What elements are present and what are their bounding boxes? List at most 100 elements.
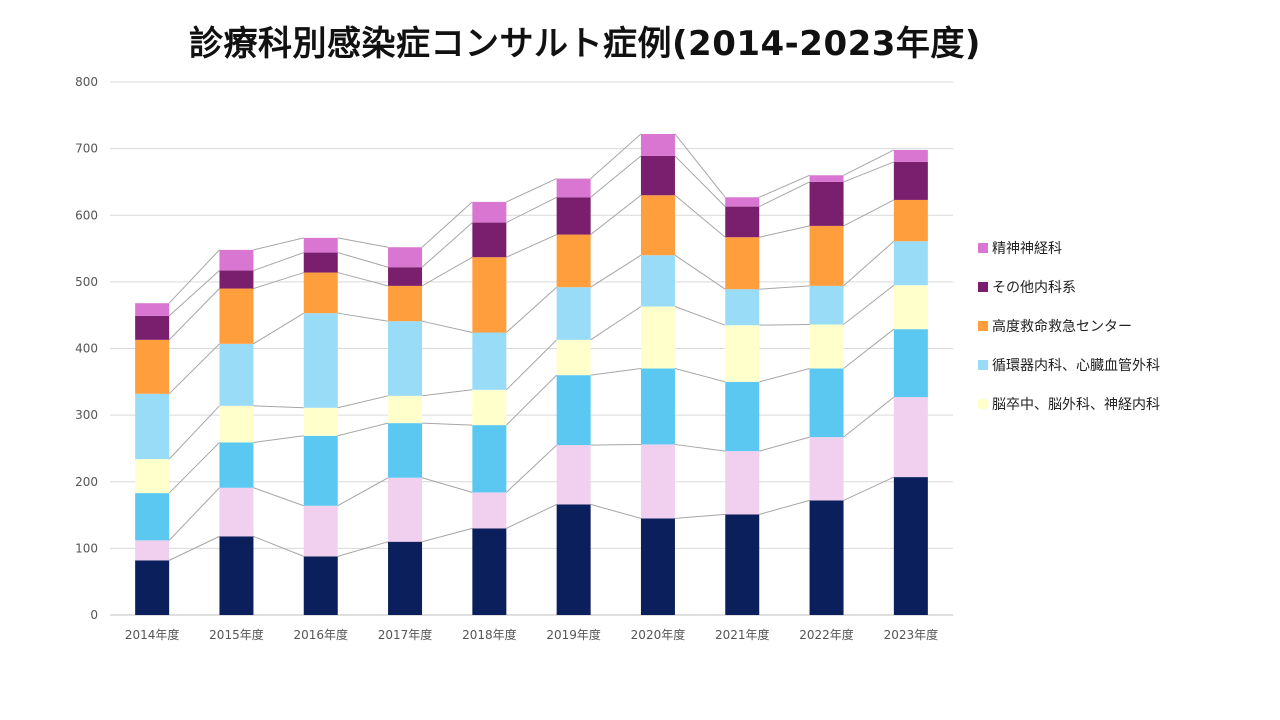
series-connector-line <box>674 513 726 519</box>
series-connector-line <box>168 487 220 541</box>
legend-swatch <box>978 243 988 253</box>
bar-segment <box>725 206 760 238</box>
y-tick-label: 400 <box>75 342 98 356</box>
series-connector-line <box>168 288 220 341</box>
series-connector-line <box>253 435 304 443</box>
x-tick-label: 2023年度 <box>884 627 939 642</box>
series-connector-line <box>590 194 642 235</box>
bar-segment <box>219 442 254 488</box>
y-tick-label: 700 <box>75 142 98 156</box>
bar-segment <box>135 303 170 316</box>
bar-segment <box>893 241 928 286</box>
legend-label: 循環器内科、心臓血管外科 <box>992 358 1160 374</box>
series-connector-line <box>337 272 389 287</box>
chart-title: 診療科別感染症コンサルト症例(2014-2023年度) <box>189 24 981 64</box>
x-tick-label: 2018年度 <box>462 627 517 642</box>
x-tick-label: 2016年度 <box>293 627 348 642</box>
bar-segment <box>472 492 507 529</box>
bar-segment <box>556 445 591 505</box>
bar-segment <box>725 237 760 290</box>
series-connector-line <box>590 254 642 288</box>
series-connector-line <box>253 312 305 345</box>
x-tick-label: 2014年度 <box>125 627 180 642</box>
bar-segment <box>303 237 338 253</box>
series-connector-line <box>337 477 389 507</box>
bar-segment <box>472 222 507 258</box>
y-axis: 0 100 200 300 400 500 600 700 800 <box>75 75 98 622</box>
bar-segment <box>809 500 844 615</box>
bar-segment <box>135 459 170 494</box>
series-connector-line <box>337 312 389 322</box>
legend-label: 脳卒中、脳外科、神経内科 <box>992 397 1160 413</box>
series-connector-line <box>590 443 641 446</box>
bar-segment <box>388 423 423 478</box>
bar-segment <box>725 451 760 515</box>
legend-swatch <box>978 360 988 370</box>
bar-segment <box>388 395 423 424</box>
series-connector-line <box>168 249 220 304</box>
series-connector-line <box>759 324 810 326</box>
series-connector-line <box>505 374 558 426</box>
series-connector-line <box>759 225 810 238</box>
series-connector-line <box>337 541 389 557</box>
series-connector-line <box>421 256 473 287</box>
series-connector-line <box>506 234 557 258</box>
x-tick-label: 2017年度 <box>378 627 433 642</box>
bar-segment <box>303 272 338 314</box>
bar-segment <box>556 339 591 376</box>
bar-segment <box>472 528 507 615</box>
bar-segment <box>556 375 591 446</box>
bar-segment <box>893 397 928 478</box>
series-connector-line <box>674 306 726 326</box>
bar-segment <box>809 368 844 438</box>
bar-segment <box>135 560 170 615</box>
x-tick-label: 2015年度 <box>209 627 264 642</box>
series-connector-line <box>253 237 304 251</box>
y-tick-label: 600 <box>75 208 98 222</box>
bar-segment <box>725 197 760 207</box>
series-connector-line <box>759 368 810 383</box>
series-connector-line <box>337 252 389 268</box>
bar-segment <box>893 285 928 330</box>
bar-segment <box>809 437 844 501</box>
series-connector-line <box>674 133 726 198</box>
series-connector-line <box>843 328 895 369</box>
series-connector-line <box>759 436 810 452</box>
series-connector-line <box>506 444 557 493</box>
legend-swatch <box>978 321 988 331</box>
bars <box>135 133 928 615</box>
series-connector-line <box>337 237 389 248</box>
bar-segment <box>219 487 254 537</box>
bar-segment <box>219 288 254 344</box>
series-connector-line <box>168 405 220 460</box>
series-connector-line <box>253 535 304 557</box>
bar-segment <box>303 505 338 557</box>
y-tick-label: 200 <box>75 475 98 489</box>
bar-segment <box>893 199 928 242</box>
bar-segment <box>135 493 170 541</box>
bar-segment <box>303 435 338 506</box>
series-connector-line <box>506 286 557 333</box>
bar-segment <box>893 161 928 200</box>
bar-segment <box>472 257 507 333</box>
series-connector-line <box>590 367 642 376</box>
y-tick-label: 100 <box>75 541 98 555</box>
bar-segment <box>893 477 928 615</box>
series-connector-line <box>168 535 220 561</box>
bar-segment <box>556 234 591 288</box>
bar-segment <box>303 407 338 436</box>
bar-segment <box>556 287 591 340</box>
bar-segment <box>135 339 170 394</box>
bar-segment <box>472 201 507 223</box>
bar-segment <box>640 255 675 307</box>
x-tick-label: 2020年度 <box>631 627 686 642</box>
legend: 精神神経科その他内科系高度救命救急センター循環器内科、心臓血管外科脳卒中、脳外科… <box>978 241 1160 413</box>
bar-segment <box>893 329 928 398</box>
bar-segment <box>388 285 423 322</box>
series-connector-line <box>253 272 304 290</box>
bar-segment <box>219 249 254 271</box>
x-tick-label: 2022年度 <box>799 627 854 642</box>
series-connector-line <box>674 368 726 383</box>
bar-segment <box>388 541 423 615</box>
bar-segment <box>135 393 170 460</box>
